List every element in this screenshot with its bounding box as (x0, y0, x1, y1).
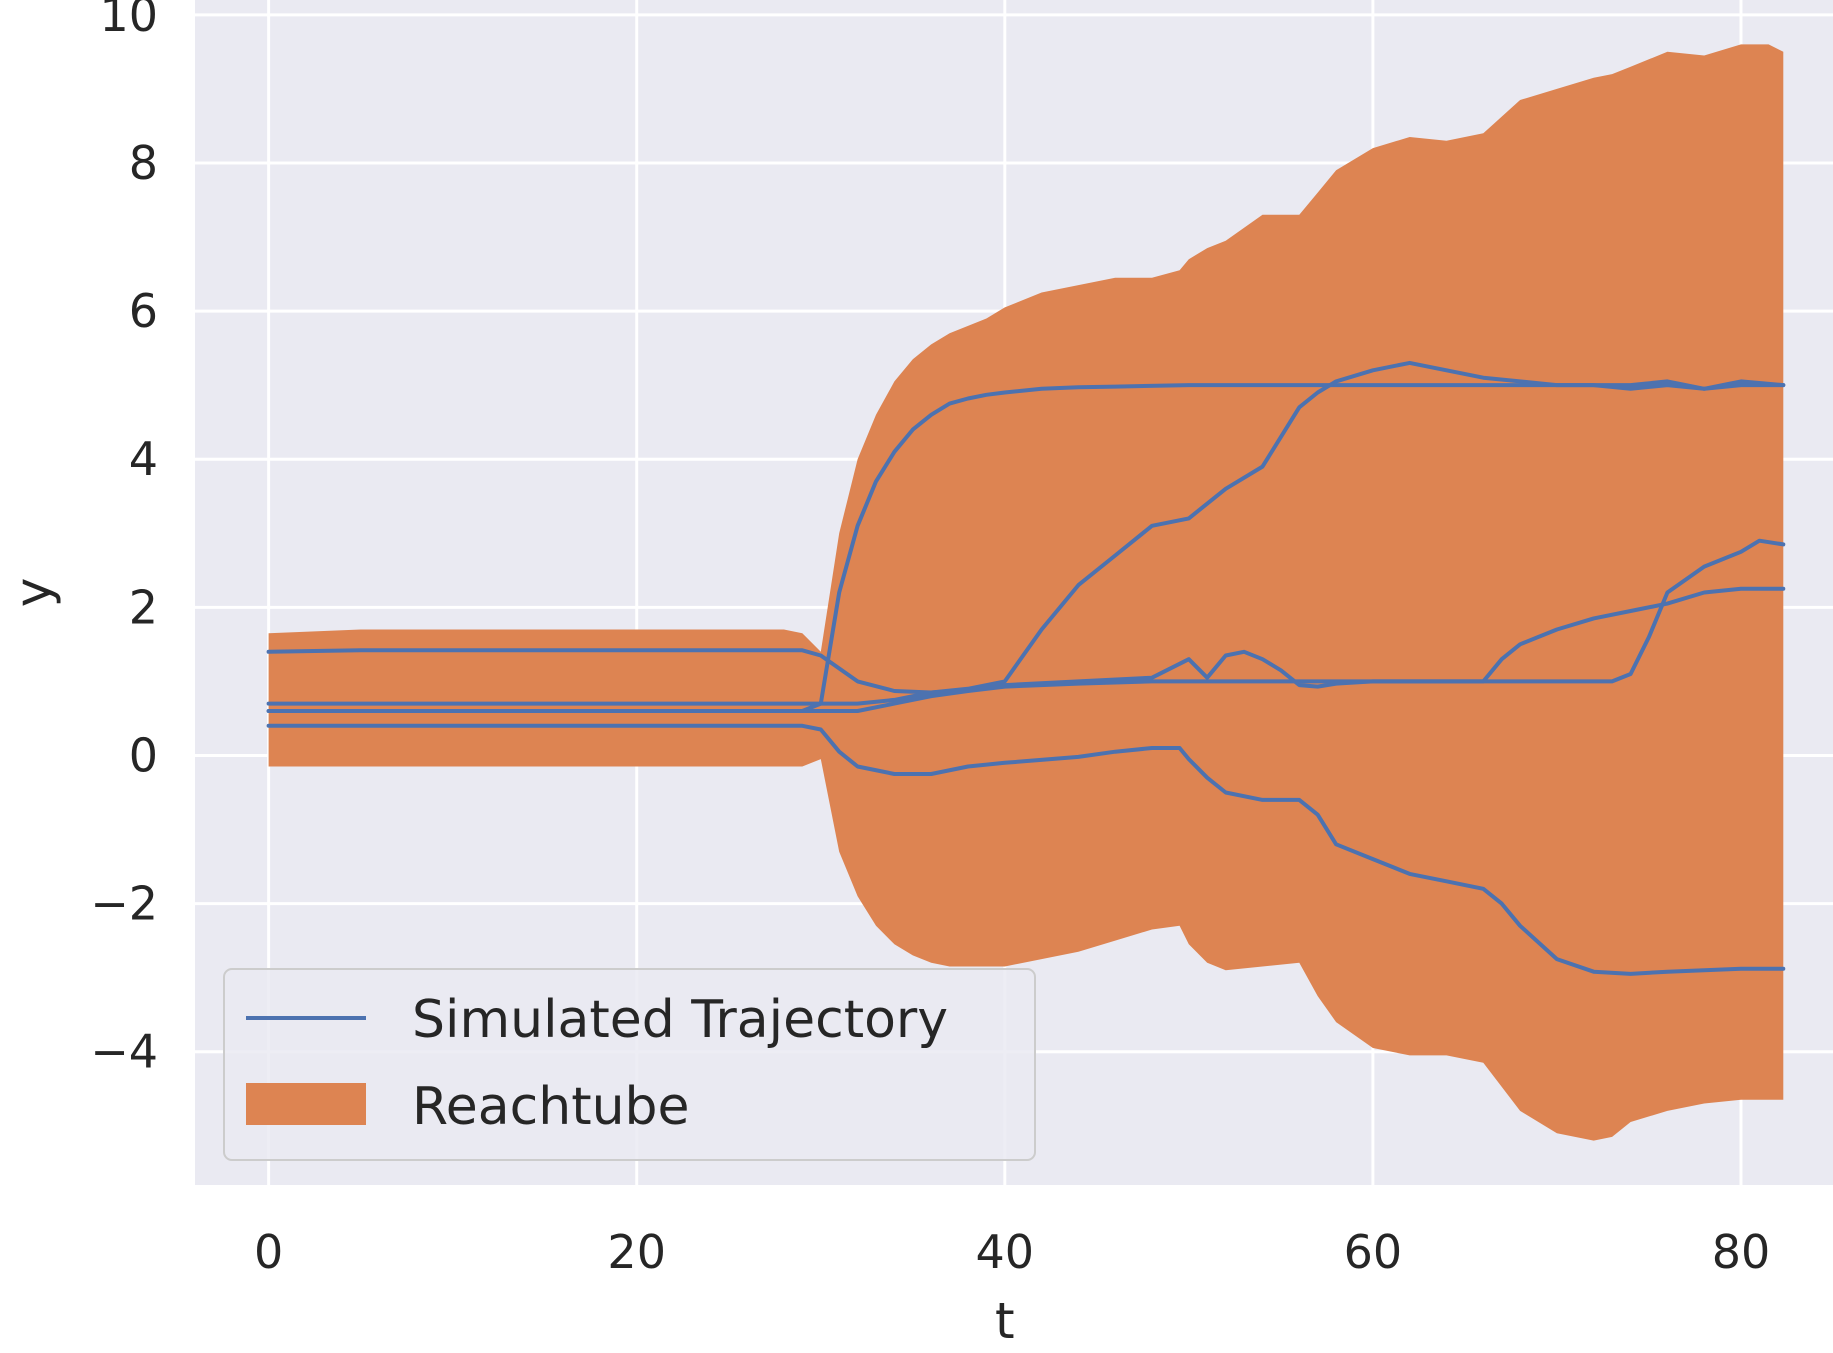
y-tick-label: 0 (129, 728, 158, 782)
x-tick-label: 20 (607, 1225, 666, 1279)
y-tick-label: 6 (129, 284, 158, 338)
y-tick-label: −4 (90, 1025, 158, 1079)
x-axis-label: t (995, 1292, 1015, 1350)
y-tick-label: −2 (90, 877, 158, 931)
legend-swatch-reachtube (246, 1083, 366, 1125)
x-tick-labels: 0 20 40 60 80 (254, 1225, 1770, 1279)
legend-box (223, 968, 1036, 1161)
legend-label-trajectory: Simulated Trajectory (412, 990, 948, 1050)
trajectory-line-4 (266, 538, 1786, 713)
trajectory-line-3 (266, 586, 1786, 695)
y-tick-label: 4 (129, 432, 158, 486)
plot-marks (266, 44, 1786, 1141)
legend: Simulated Trajectory Reachtube (223, 968, 1036, 1161)
reachtube-area (268, 44, 1784, 1141)
x-tick-label: 0 (254, 1225, 283, 1279)
y-tick-label: 8 (129, 136, 158, 190)
trajectory-line-5 (266, 723, 1786, 976)
y-axis-label: y (4, 578, 62, 608)
y-tick-labels: −4 −2 0 2 4 6 8 10 (90, 0, 158, 1079)
x-tick-label: 40 (976, 1225, 1035, 1279)
trajectory-line-2 (266, 360, 1786, 706)
y-tick-label: 2 (129, 580, 158, 634)
y-tick-label: 10 (99, 0, 158, 42)
x-tick-label: 60 (1344, 1225, 1403, 1279)
legend-label-reachtube: Reachtube (412, 1077, 690, 1137)
x-tick-label: 80 (1712, 1225, 1771, 1279)
